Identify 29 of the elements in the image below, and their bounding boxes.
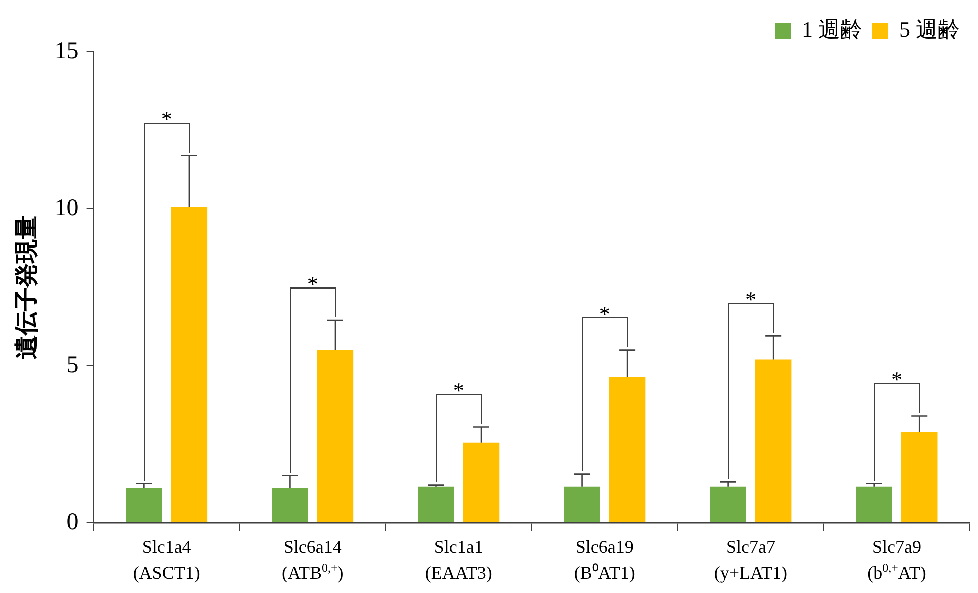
y-tick-label: 5: [66, 352, 79, 378]
x-tick-label: Slc7a7 (y+LAT1): [714, 537, 788, 583]
annotation: *: [745, 287, 756, 312]
bar: [755, 360, 792, 522]
bar: [317, 350, 354, 522]
y-tick-label: 10: [54, 195, 79, 222]
annotation: *: [599, 301, 610, 326]
annotation: *: [307, 271, 318, 296]
x-tick-label: Slc6a19 (B⁰AT1): [574, 537, 636, 583]
bar: [856, 486, 892, 522]
bar: [609, 376, 646, 522]
legend-label: 5 週齢: [900, 16, 960, 42]
legend-label: 1 週齢: [802, 16, 862, 42]
bar: [564, 486, 600, 522]
x-tick-label: Slc1a1 (EAAT3): [425, 537, 492, 583]
bar: [126, 488, 162, 522]
annotation: *: [453, 378, 464, 404]
annotation: *: [161, 106, 172, 132]
x-tick-label: Slc1a4 (ASCT1): [133, 537, 200, 583]
bar: [171, 207, 208, 522]
bar: [710, 486, 746, 522]
y-tick-label: 15: [54, 38, 79, 64]
y-tick-label: 0: [66, 509, 79, 536]
bar: [418, 486, 454, 522]
bar: [902, 432, 938, 522]
bar: [272, 488, 308, 522]
bar: [463, 442, 500, 522]
y-axis-title: 遺伝子発現量: [12, 216, 41, 360]
annotation: *: [891, 367, 902, 392]
